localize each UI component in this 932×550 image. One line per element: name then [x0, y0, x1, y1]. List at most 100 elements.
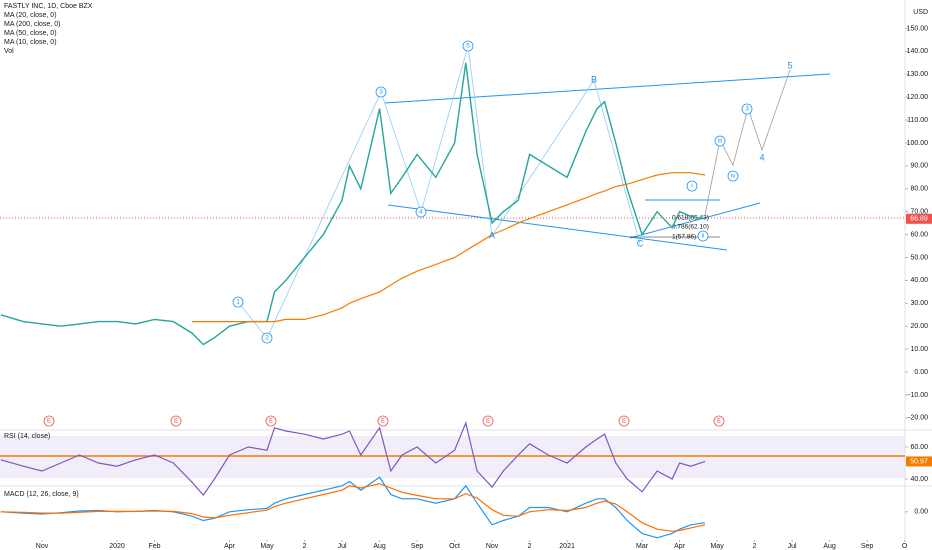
y-tick-label: 120.00 [907, 94, 929, 101]
fib-label: 0.618(65.43) [672, 215, 709, 222]
y-tick-label: 0.00 [914, 369, 928, 376]
y-tick-label: 0.00 [914, 509, 928, 516]
wave-label: 3 [745, 106, 749, 113]
indicator-label: MA (20, close, 0) [4, 12, 57, 19]
earnings-marker [265, 415, 277, 427]
wave-label: 5 [787, 60, 792, 70]
y-tick-label: 100.00 [907, 140, 929, 147]
wave-label: C [637, 238, 644, 248]
indicator-label: MA (200, close, 0) [4, 21, 60, 28]
y-tick-label: 90.00 [910, 163, 928, 170]
earnings-label: E [486, 419, 490, 425]
wave-circle [741, 103, 753, 115]
x-tick-label: Sep [861, 543, 874, 550]
wave-path [237, 45, 641, 339]
y-tick-label: -10.00 [908, 392, 928, 399]
earnings-marker [377, 415, 389, 427]
wave-circle [727, 170, 739, 182]
wave-label: ii [702, 233, 705, 240]
wave-circle [697, 230, 709, 242]
earnings-marker [713, 415, 725, 427]
x-tick-label: Apr [224, 543, 236, 550]
lower-trendline [387, 204, 728, 251]
earnings-label: E [622, 419, 626, 425]
projected-wave [704, 69, 791, 216]
earnings-label: E [381, 419, 385, 425]
indicator-label: MA (50, close, 0) [4, 30, 57, 37]
wave-circle [261, 332, 273, 344]
y-tick-label: 150.00 [907, 25, 929, 32]
last-value-label: 50.97 [910, 458, 928, 465]
earnings-label: E [717, 419, 721, 425]
x-tick-label: 2021 [559, 543, 575, 550]
x-tick-label: Jul [788, 543, 797, 550]
x-tick-label: Jul [338, 543, 347, 550]
earnings-marker [482, 415, 494, 427]
earnings-label: E [174, 419, 178, 425]
chart-title: FASTLY INC, 1D, Cboe BZX [4, 3, 93, 10]
y-tick-label: 30.00 [910, 300, 928, 307]
series-line [0, 62, 706, 346]
y-tick-label: 50.00 [910, 254, 928, 261]
wave-label: 4 [419, 209, 423, 216]
wave-label: 2 [265, 335, 269, 342]
series-line [192, 172, 706, 323]
wave-label: 1 [236, 299, 240, 306]
earnings-label: E [269, 419, 273, 425]
x-tick-label: O [902, 543, 908, 550]
wave-label: iii [718, 138, 722, 145]
y-tick-label: 110.00 [907, 117, 928, 124]
fib-label: 1(57.86) [672, 234, 696, 241]
y-tick-label: 140.00 [907, 48, 929, 55]
last-value-tag [906, 456, 932, 467]
rsi-band [0, 436, 905, 478]
earnings-marker [43, 415, 55, 427]
wave-label: 5 [466, 43, 470, 50]
x-tick-label: Nov [486, 543, 499, 550]
indicator-label: MA (10, close, 0) [4, 39, 57, 46]
y-tick-label: 20.00 [910, 323, 928, 330]
channel-line [629, 202, 761, 239]
x-tick-label: Sep [411, 543, 424, 550]
y-tick-label: 60.00 [910, 444, 928, 451]
currency-label: USD [913, 9, 928, 16]
series-line [0, 421, 706, 496]
y-tick-label: 40.00 [910, 476, 928, 483]
macd-title: MACD (12, 26, close, 9) [4, 491, 79, 498]
last-value-tag [906, 213, 932, 224]
x-tick-label: Oct [449, 543, 460, 550]
wave-circle [462, 40, 474, 52]
indicator-label: Vol [4, 48, 14, 55]
x-tick-label: Apr [674, 543, 686, 550]
trendlines [384, 73, 831, 251]
wave-label: i [691, 183, 692, 190]
y-tick-label: 60.00 [910, 231, 928, 238]
wave-circle [415, 206, 427, 218]
y-tick-label: 10.00 [910, 346, 928, 353]
x-tick-label: 2020 [109, 543, 125, 550]
x-tick-label: 2 [303, 543, 307, 550]
wave-label: iv [731, 173, 736, 180]
x-tick-label: Mar [636, 543, 649, 550]
x-tick-label: May [710, 543, 724, 550]
wave-label: B [591, 74, 597, 84]
wave-circle [232, 296, 244, 308]
x-tick-label: May [260, 543, 274, 550]
series-line [0, 483, 706, 532]
wave-circle [375, 86, 387, 98]
x-tick-label: Feb [148, 543, 160, 550]
y-tick-label: 70.00 [910, 209, 928, 216]
earnings-marker [170, 415, 182, 427]
fib-label: 0.786(62.10) [672, 224, 709, 231]
upper-trendline [384, 73, 831, 104]
x-tick-label: 2 [753, 543, 757, 550]
last-value-label: 66.89 [910, 216, 928, 223]
wave-circle [686, 180, 698, 192]
y-tick-label: -20.00 [908, 415, 928, 422]
earnings-label: E [47, 419, 51, 425]
wave-label: 4 [759, 152, 764, 162]
wave-label: A [489, 230, 495, 240]
x-tick-label: 2 [528, 543, 532, 550]
x-tick-label: Nov [36, 543, 49, 550]
